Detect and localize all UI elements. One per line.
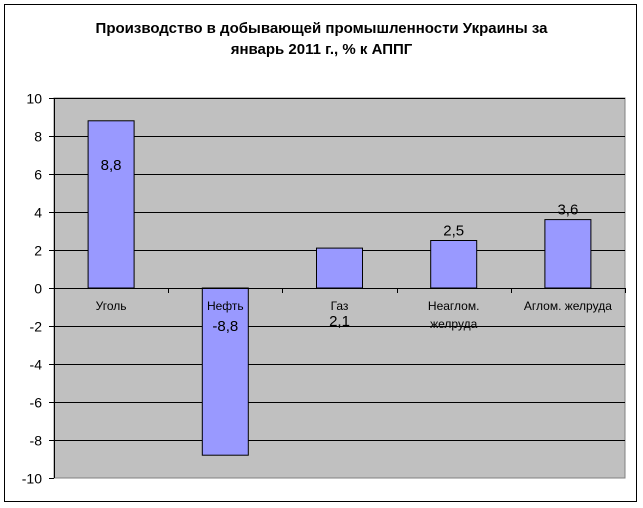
data-label-2: 2,1 bbox=[329, 313, 350, 330]
y-tick-label: 4 bbox=[34, 205, 42, 221]
y-tick-label: 10 bbox=[26, 91, 42, 107]
y-tick-label: 8 bbox=[34, 129, 42, 145]
y-tick-label: -10 bbox=[22, 471, 42, 487]
category-label-4: Аглом. желруда bbox=[524, 299, 612, 313]
chart-title: Производство в добывающей промышленности… bbox=[0, 18, 643, 60]
data-label-0: 8,8 bbox=[101, 157, 122, 174]
labels: 1086420-2-4-6-8-10Уголь8,8Нефть-8,8Газ2,… bbox=[22, 91, 612, 487]
y-tick-label: -4 bbox=[30, 357, 43, 373]
y-tick-label: -8 bbox=[30, 433, 43, 449]
data-label-1: -8,8 bbox=[212, 318, 238, 335]
y-tick-label: -6 bbox=[30, 395, 43, 411]
bar-0 bbox=[87, 120, 135, 289]
chart-title-line-2: январь 2011 г., % к АППГ bbox=[230, 41, 413, 58]
bar-4 bbox=[544, 219, 592, 289]
data-label-3: 2,5 bbox=[443, 223, 464, 240]
chart-title-line-1: Производство в добывающей промышленности… bbox=[95, 20, 548, 37]
y-tick-label: -2 bbox=[30, 319, 43, 335]
bar-2 bbox=[316, 247, 363, 289]
data-label-4: 3,6 bbox=[557, 202, 578, 219]
axes bbox=[49, 98, 626, 479]
y-tick-label: 6 bbox=[34, 167, 42, 183]
bar-3 bbox=[430, 240, 478, 289]
bar-1 bbox=[201, 287, 249, 456]
bars bbox=[87, 120, 592, 456]
category-label-3: Неаглом. bbox=[428, 299, 480, 313]
category-label-0: Уголь bbox=[96, 299, 127, 313]
y-tick-label: 2 bbox=[34, 243, 42, 259]
y-tick-label: 0 bbox=[34, 281, 42, 297]
category-label-2: Газ bbox=[331, 299, 349, 313]
category-label-1: Нефть bbox=[207, 299, 244, 313]
category-label-3: желруда bbox=[430, 317, 477, 331]
